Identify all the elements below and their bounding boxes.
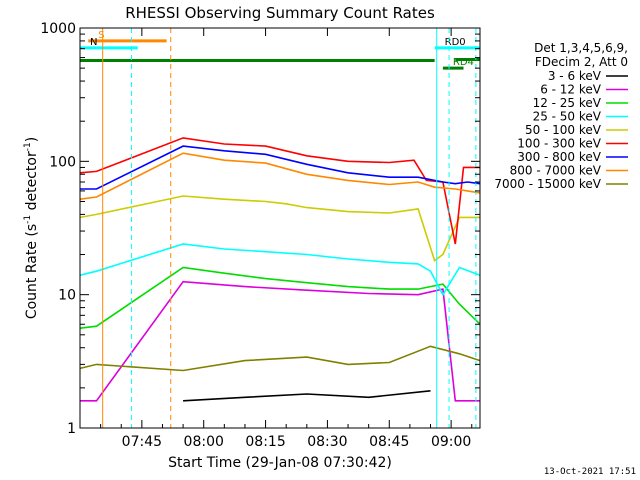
flag-label-4: RD0 (445, 37, 466, 48)
y-tick-label-1: 1 (67, 421, 76, 437)
y-axis-label: Count Rate (s-1 detector-1) (23, 137, 40, 319)
flag-bars: SN RD0 RD4 (80, 30, 480, 70)
x-tick-label-2: 08:00 (184, 434, 224, 450)
x-tick-label-4: 08:30 (307, 434, 347, 450)
flag-label-1: S (98, 30, 104, 41)
legend-label-6: 100 - 300 keV (517, 137, 601, 151)
y-tick-label-3: 100 (49, 154, 76, 170)
vertical-markers (102, 28, 477, 428)
series-line-2 (80, 280, 480, 402)
series-line-1 (183, 390, 431, 402)
series-line-7 (80, 145, 481, 190)
chart-title: RHESSI Observing Summary Count Rates (125, 4, 435, 22)
legend: Det 1,3,4,5,6,9, FDecim 2, Att 0 3 - 6 k… (494, 41, 628, 191)
x-axis: 07:45 08:00 08:15 08:30 08:45 09:00 (100, 28, 473, 450)
series-line-9 (79, 345, 481, 372)
series-line-5 (79, 195, 480, 262)
x-axis-label: Start Time (29-Jan-08 07:30:42) (168, 455, 392, 471)
y-tick-label-4: 1000 (40, 21, 76, 37)
y-tick-label-2: 10 (58, 288, 76, 304)
legend-label-9: 7000 - 15000 keV (494, 177, 601, 191)
series-line-8 (79, 152, 481, 200)
flag-label-6: RD4 (453, 57, 474, 68)
series-line-4 (79, 243, 481, 297)
legend-header-line-1: Det 1,3,4,5,6,9, (534, 41, 628, 55)
series-line-3 (79, 266, 481, 329)
legend-label-1: 3 - 6 keV (548, 69, 602, 83)
y-axis: 1 10 100 1000 (40, 21, 480, 437)
x-tick-label-5: 08:45 (369, 434, 409, 450)
x-tick-label-3: 08:15 (245, 434, 285, 450)
legend-label-4: 25 - 50 keV (533, 110, 602, 124)
legend-label-5: 50 - 100 keV (525, 123, 602, 137)
legend-header-line-2: FDecim 2, Att 0 (535, 55, 628, 69)
x-tick-label-6: 09:00 (431, 434, 471, 450)
footer-timestamp: 13-Oct-2021 17:51 (544, 467, 636, 477)
plot-frame (79, 27, 481, 429)
legend-label-2: 6 - 12 keV (540, 83, 602, 97)
legend-label-8: 800 - 7000 keV (510, 164, 602, 178)
x-tick-label-1: 07:45 (122, 434, 162, 450)
series-line-6 (79, 137, 480, 245)
legend-label-3: 12 - 25 keV (533, 96, 602, 110)
plot-content (79, 137, 481, 402)
legend-label-7: 300 - 800 keV (517, 150, 601, 164)
flag-label-2: N (90, 37, 97, 48)
